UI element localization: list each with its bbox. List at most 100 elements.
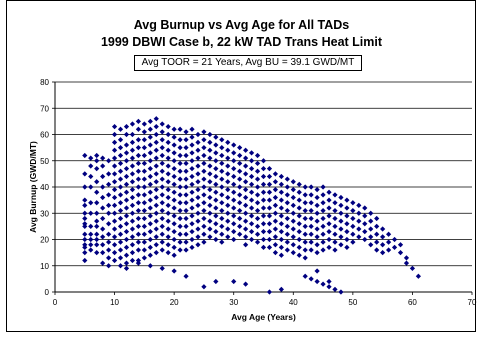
data-point bbox=[260, 244, 267, 250]
data-point bbox=[231, 158, 237, 164]
data-point bbox=[123, 244, 130, 250]
data-point bbox=[296, 205, 302, 211]
data-point bbox=[141, 137, 147, 143]
data-point bbox=[153, 194, 159, 201]
data-point bbox=[338, 242, 344, 248]
data-point bbox=[123, 150, 130, 156]
data-point bbox=[219, 192, 225, 198]
data-point bbox=[391, 236, 398, 243]
data-point bbox=[314, 268, 320, 274]
data-point bbox=[266, 289, 273, 295]
data-point bbox=[207, 194, 213, 201]
data-point bbox=[254, 168, 261, 174]
data-point bbox=[159, 145, 165, 151]
data-point bbox=[123, 265, 130, 271]
data-point bbox=[129, 250, 136, 256]
data-point bbox=[344, 197, 350, 203]
data-point bbox=[278, 252, 284, 258]
data-point bbox=[177, 184, 183, 190]
data-point bbox=[111, 250, 118, 256]
data-point bbox=[100, 226, 106, 232]
data-point bbox=[302, 223, 308, 229]
data-point bbox=[189, 244, 195, 250]
data-point bbox=[159, 208, 165, 214]
data-point bbox=[386, 231, 392, 237]
data-point bbox=[284, 247, 290, 253]
data-point bbox=[207, 226, 213, 232]
data-point bbox=[129, 210, 136, 216]
data-point bbox=[213, 181, 219, 187]
data-point bbox=[260, 229, 267, 235]
data-point bbox=[88, 184, 94, 190]
data-point bbox=[106, 171, 112, 177]
data-point bbox=[82, 242, 88, 248]
data-point bbox=[129, 194, 136, 201]
data-point bbox=[159, 231, 165, 237]
data-point bbox=[308, 192, 314, 198]
data-point bbox=[135, 160, 141, 166]
data-point bbox=[153, 124, 159, 130]
data-point bbox=[266, 197, 273, 203]
data-point bbox=[237, 168, 243, 174]
data-point bbox=[368, 226, 374, 232]
data-point bbox=[171, 150, 177, 156]
data-point bbox=[219, 239, 225, 245]
data-point bbox=[207, 163, 213, 169]
data-point bbox=[231, 142, 237, 148]
data-point bbox=[141, 208, 147, 214]
data-point bbox=[231, 278, 237, 285]
data-point bbox=[183, 273, 189, 279]
data-point bbox=[129, 155, 136, 161]
data-point bbox=[106, 192, 112, 198]
data-point bbox=[201, 192, 207, 198]
chart-annotation: Avg TOOR = 21 Years, Avg BU = 39.1 GWD/M… bbox=[134, 55, 362, 71]
data-point bbox=[106, 255, 112, 261]
data-point bbox=[320, 184, 326, 190]
data-point bbox=[117, 192, 124, 198]
data-point bbox=[284, 239, 290, 245]
data-point bbox=[272, 250, 279, 256]
data-point bbox=[141, 176, 147, 182]
data-point bbox=[231, 181, 237, 187]
data-point bbox=[290, 187, 296, 193]
data-point bbox=[147, 134, 153, 140]
data-point bbox=[153, 226, 159, 232]
data-point bbox=[248, 189, 255, 195]
data-point bbox=[231, 197, 237, 203]
data-point bbox=[201, 145, 207, 151]
data-point bbox=[243, 187, 249, 193]
data-point bbox=[260, 166, 267, 172]
data-point bbox=[278, 189, 284, 195]
data-point bbox=[368, 234, 374, 240]
data-point bbox=[94, 250, 100, 256]
data-point bbox=[225, 218, 231, 224]
tick-labels: 0 10 20 30 40 50 60 70 80 0 10 20 30 40 50 60 70 bbox=[40, 78, 477, 307]
data-point bbox=[171, 173, 177, 180]
data-point bbox=[82, 202, 88, 208]
data-point bbox=[213, 158, 219, 164]
data-point bbox=[117, 255, 124, 261]
data-point bbox=[243, 242, 249, 248]
data-point bbox=[94, 189, 100, 195]
data-point bbox=[88, 155, 94, 161]
data-point bbox=[88, 200, 94, 206]
data-point bbox=[165, 194, 171, 201]
data-point bbox=[272, 179, 279, 185]
data-point bbox=[153, 187, 159, 193]
data-point bbox=[237, 200, 243, 206]
data-point bbox=[195, 131, 201, 138]
data-point bbox=[111, 210, 118, 216]
data-point bbox=[326, 205, 332, 211]
data-point bbox=[201, 215, 207, 222]
data-point bbox=[111, 187, 118, 193]
data-point bbox=[195, 194, 201, 201]
x-tick-label: 10 bbox=[110, 298, 119, 307]
data-point bbox=[320, 200, 326, 206]
data-point bbox=[368, 218, 374, 224]
data-point bbox=[117, 231, 124, 237]
data-point bbox=[141, 121, 147, 127]
data-point bbox=[165, 124, 171, 130]
data-point bbox=[314, 226, 320, 232]
data-point bbox=[82, 250, 88, 256]
